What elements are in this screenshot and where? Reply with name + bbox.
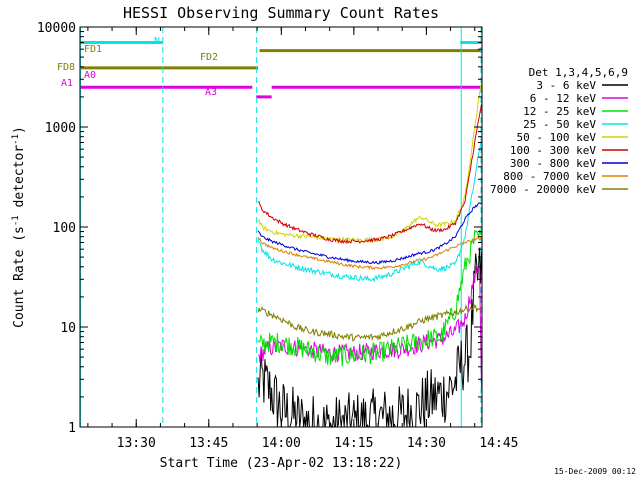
legend-label: 7000 - 20000 keV — [490, 183, 596, 196]
legend-label: 3 - 6 keV — [536, 79, 596, 92]
flag-label-n: N — [154, 36, 160, 47]
x-tick-label: 14:15 — [334, 436, 373, 451]
y-axis-label-tail: detector — [12, 145, 27, 216]
x-tick-label: 13:45 — [189, 436, 228, 451]
legend-label: 6 - 12 keV — [530, 92, 597, 105]
y-axis-label-sup: -1 — [11, 215, 21, 226]
series-line-6 — [257, 202, 482, 265]
y-axis-label-main: Count Rate (s — [12, 226, 27, 328]
x-tick-label: 13:30 — [117, 436, 156, 451]
series-line-7 — [257, 237, 482, 271]
legend-title: Det 1,3,4,5,6,9 — [529, 66, 628, 79]
y-tick-label: 1 — [68, 421, 76, 436]
flag-label-fd2: FD2 — [200, 52, 218, 63]
x-tick-label: 14:45 — [479, 436, 518, 451]
y-axis-label-close: ) — [12, 126, 27, 134]
flag-labels: N FD1 FD2 FD8 A1 A0 A3 — [57, 36, 218, 98]
series-line-5 — [258, 104, 482, 245]
x-tick-label: 14:00 — [262, 436, 301, 451]
x-axis-label: Start Time (23-Apr-02 13:18:22) — [160, 456, 403, 471]
y-axis-label-sup2: -1 — [11, 134, 21, 145]
x-tick-label: 14:30 — [407, 436, 446, 451]
series-line-3 — [257, 137, 482, 283]
flag-label-a0: A0 — [84, 70, 96, 81]
flag-label-a1: A1 — [61, 78, 73, 89]
y-tick-label: 10000 — [37, 21, 76, 36]
chart-title: HESSI Observing Summary Count Rates — [123, 4, 439, 22]
x-axis: 13:30 13:45 14:00 14:15 14:30 14:45 — [87, 27, 518, 451]
flag-label-fd8: FD8 — [57, 62, 75, 73]
y-axis: 1 10 100 1000 10000 — [37, 21, 482, 436]
series-line-2 — [257, 229, 482, 367]
instrument-flag-bars — [80, 40, 482, 99]
legend-label: 300 - 800 keV — [510, 157, 596, 170]
legend-label: 50 - 100 keV — [517, 131, 597, 144]
flag-label-a3: A3 — [205, 87, 217, 98]
legend-label: 100 - 300 keV — [510, 144, 596, 157]
footer-date: 15-Dec-2009 00:12 — [554, 467, 636, 476]
series-line-0 — [257, 247, 482, 429]
legend-label: 12 - 25 keV — [523, 105, 596, 118]
y-tick-label: 1000 — [45, 121, 76, 136]
y-axis-label: Count Rate (s-1 detector-1) — [11, 126, 27, 328]
series-line-4 — [257, 83, 482, 244]
y-tick-label: 100 — [53, 221, 76, 236]
series-line-8 — [257, 303, 482, 342]
legend-label: 800 - 7000 keV — [503, 170, 596, 183]
flag-label-fd1: FD1 — [84, 44, 102, 55]
y-tick-label: 10 — [60, 321, 76, 336]
legend-label: 25 - 50 keV — [523, 118, 596, 131]
series-layer — [257, 83, 482, 429]
